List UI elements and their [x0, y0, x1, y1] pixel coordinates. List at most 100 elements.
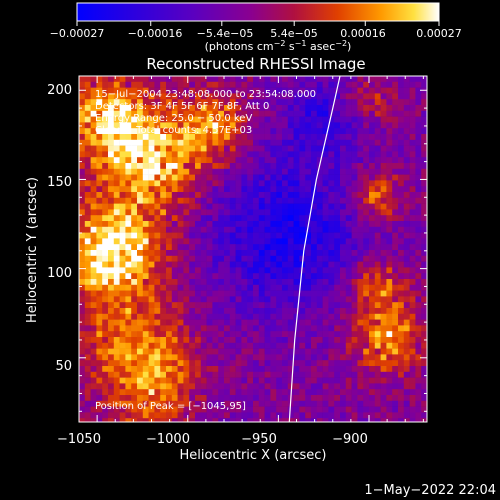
heatmap-cell	[177, 93, 184, 100]
heatmap-cell	[148, 226, 155, 233]
heatmap-cell	[224, 128, 231, 135]
heatmap-cell	[276, 128, 283, 135]
heatmap-cell	[328, 319, 335, 326]
heatmap-cell	[125, 232, 132, 239]
heatmap-cell	[380, 337, 387, 344]
heatmap-cell	[340, 302, 347, 309]
heatmap-cell	[334, 128, 341, 135]
heatmap-cell	[351, 197, 358, 204]
heatmap-cell	[166, 244, 173, 251]
heatmap-cell	[241, 122, 248, 129]
heatmap-cell	[282, 412, 289, 419]
heatmap-cell	[299, 192, 306, 199]
heatmap-cell	[392, 389, 399, 396]
heatmap-cell	[90, 215, 97, 222]
heatmap-cell	[224, 110, 231, 117]
heatmap-cell	[148, 325, 155, 332]
heatmap-cell	[398, 354, 405, 361]
heatmap-cell	[96, 145, 103, 152]
heatmap-cell	[316, 377, 323, 384]
heatmap-cell	[84, 406, 91, 413]
heatmap-cell	[403, 308, 410, 315]
heatmap-cell	[229, 308, 236, 315]
heatmap-cell	[137, 157, 144, 164]
heatmap-cell	[369, 157, 376, 164]
heatmap-cell	[212, 139, 219, 146]
heatmap-cell	[374, 261, 381, 268]
heatmap-cell	[212, 238, 219, 245]
heatmap-cell	[218, 290, 225, 297]
heatmap-cell	[218, 400, 225, 407]
heatmap-cell	[247, 168, 254, 175]
heatmap-cell	[96, 203, 103, 210]
heatmap-cell	[212, 192, 219, 199]
heatmap-cell	[403, 360, 410, 367]
heatmap-cell	[369, 209, 376, 216]
heatmap-cell	[374, 348, 381, 355]
heatmap-cell	[357, 360, 364, 367]
heatmap-cell	[316, 360, 323, 367]
heatmap-cell	[218, 76, 225, 83]
heatmap-cell	[171, 174, 178, 181]
heatmap-cell	[166, 145, 173, 152]
heatmap-cell	[305, 215, 312, 222]
heatmap-cell	[148, 87, 155, 94]
heatmap-cell	[218, 192, 225, 199]
heatmap-cell	[224, 273, 231, 280]
heatmap-cell	[369, 313, 376, 320]
heatmap-cell	[200, 308, 207, 315]
heatmap-cell	[102, 93, 109, 100]
heatmap-cell	[270, 168, 277, 175]
heatmap-cell	[229, 250, 236, 257]
heatmap-cell	[351, 371, 358, 378]
heatmap-cell	[264, 134, 271, 141]
heatmap-cell	[415, 250, 422, 257]
heatmap-cell	[392, 232, 399, 239]
heatmap-cell	[113, 163, 120, 170]
heatmap-cell	[264, 290, 271, 297]
heatmap-cell	[183, 244, 190, 251]
heatmap-cell	[340, 157, 347, 164]
heatmap-cell	[119, 174, 126, 181]
plot-frame	[78, 75, 428, 423]
heatmap-cell	[224, 192, 231, 199]
x-tick-label-3: −900	[332, 432, 368, 447]
heatmap-cell	[374, 105, 381, 112]
heatmap-cell	[287, 221, 294, 228]
heatmap-cell	[316, 389, 323, 396]
heatmap-cell	[113, 197, 120, 204]
heatmap-cell	[276, 168, 283, 175]
heatmap-cell	[131, 110, 138, 117]
heatmap-cell	[148, 273, 155, 280]
heatmap-cell	[363, 255, 370, 262]
heatmap-cell	[334, 267, 341, 274]
heatmap-cell	[166, 377, 173, 384]
heatmap-cell	[316, 76, 323, 83]
heatmap-cell	[264, 180, 271, 187]
heatmap-cell	[200, 418, 207, 422]
heatmap-cell	[293, 308, 300, 315]
heatmap-cell	[322, 76, 329, 83]
heatmap-cell	[374, 273, 381, 280]
heatmap-cell	[241, 284, 248, 291]
heatmap-cell	[90, 99, 97, 106]
heatmap-cell	[282, 192, 289, 199]
heatmap-cell	[316, 151, 323, 158]
heatmap-cell	[171, 76, 178, 83]
heatmap-cell	[369, 151, 376, 158]
heatmap-cell	[287, 151, 294, 158]
heatmap-cell	[340, 389, 347, 396]
heatmap-cell	[415, 331, 422, 338]
heatmap-cell	[125, 221, 132, 228]
heatmap-cell	[311, 215, 318, 222]
heatmap-cell	[247, 395, 254, 402]
heatmap-cell	[154, 122, 161, 129]
heatmap-cell	[282, 232, 289, 239]
heatmap-cell	[189, 250, 196, 257]
heatmap-cell	[328, 273, 335, 280]
heatmap-cell	[108, 221, 115, 228]
heatmap-cell	[84, 371, 91, 378]
heatmap-cell	[287, 134, 294, 141]
heatmap-cell	[154, 128, 161, 135]
heatmap-cell	[96, 342, 103, 349]
